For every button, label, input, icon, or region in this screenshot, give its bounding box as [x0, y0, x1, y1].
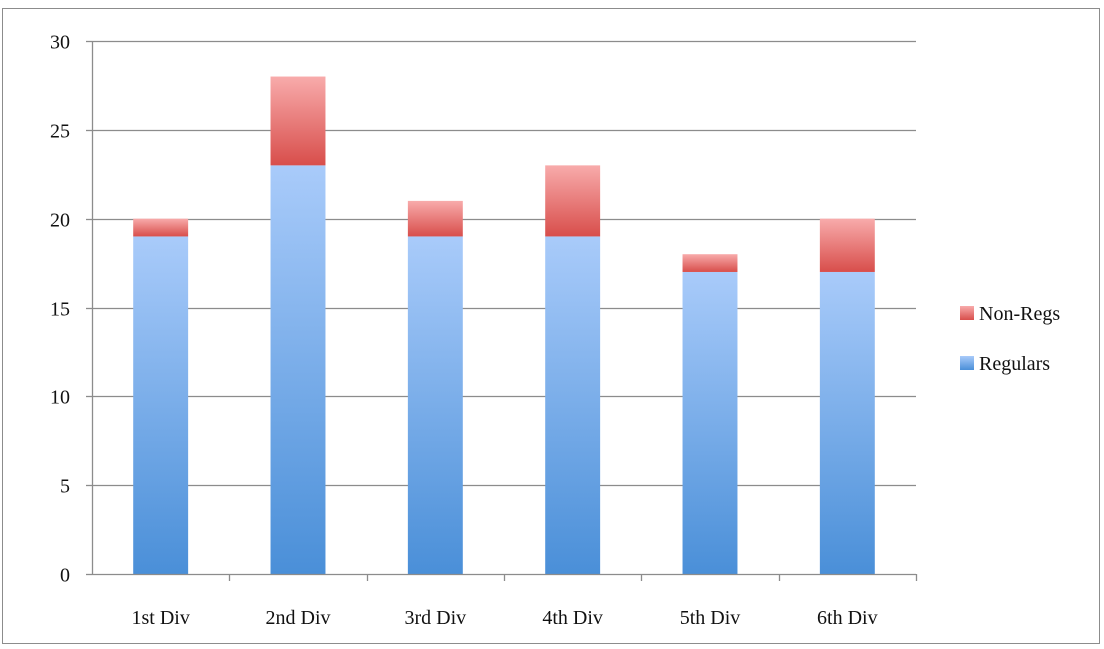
bar-regulars-1 — [133, 236, 189, 574]
x-tick-label: 1st Div — [131, 607, 189, 629]
y-tick-label: 10 — [50, 387, 70, 409]
axes — [86, 40, 918, 581]
x-tick-labels: 1st Div 2nd Div 3rd Div 4th Div 5th Div 6th D… — [131, 607, 877, 629]
legend-label-regulars: Regulars — [979, 353, 1050, 375]
y-tick-label: 25 — [50, 121, 70, 143]
x-tick-label: 3rd Div — [404, 607, 466, 629]
x-tick-label: 6th Div — [817, 607, 878, 629]
bar-non-regs-6 — [819, 218, 875, 272]
bar-non-regs-1 — [133, 218, 189, 237]
x-tick-label: 4th Div — [542, 607, 603, 629]
y-tick-labels: 0 5 10 15 20 25 30 — [50, 32, 70, 587]
y-tick-label: 15 — [50, 299, 70, 321]
bar-non-regs-4 — [545, 165, 601, 237]
y-tick-label: 20 — [50, 210, 70, 232]
legend-label-non-regs: Non-Regs — [979, 303, 1060, 325]
bar-regulars-2 — [270, 165, 326, 574]
bar-non-regs-3 — [407, 200, 463, 237]
x-tick-label: 5th Div — [680, 607, 741, 629]
bar-regulars-3 — [407, 236, 463, 574]
legend: Non-Regs Regulars — [960, 303, 1060, 375]
gridlines — [92, 40, 916, 487]
bars — [133, 76, 875, 574]
bar-regulars-6 — [819, 271, 875, 574]
bar-non-regs-2 — [270, 76, 326, 166]
x-tick-label: 2nd Div — [266, 607, 331, 629]
bar-regulars-4 — [545, 236, 601, 574]
legend-swatch-non-regs — [960, 306, 974, 320]
y-tick-label: 30 — [50, 32, 70, 54]
y-tick-label: 0 — [60, 565, 70, 587]
bar-non-regs-5 — [682, 254, 738, 272]
y-tick-label: 5 — [60, 476, 70, 498]
legend-swatch-regulars — [960, 356, 974, 370]
bar-regulars-5 — [682, 271, 738, 574]
